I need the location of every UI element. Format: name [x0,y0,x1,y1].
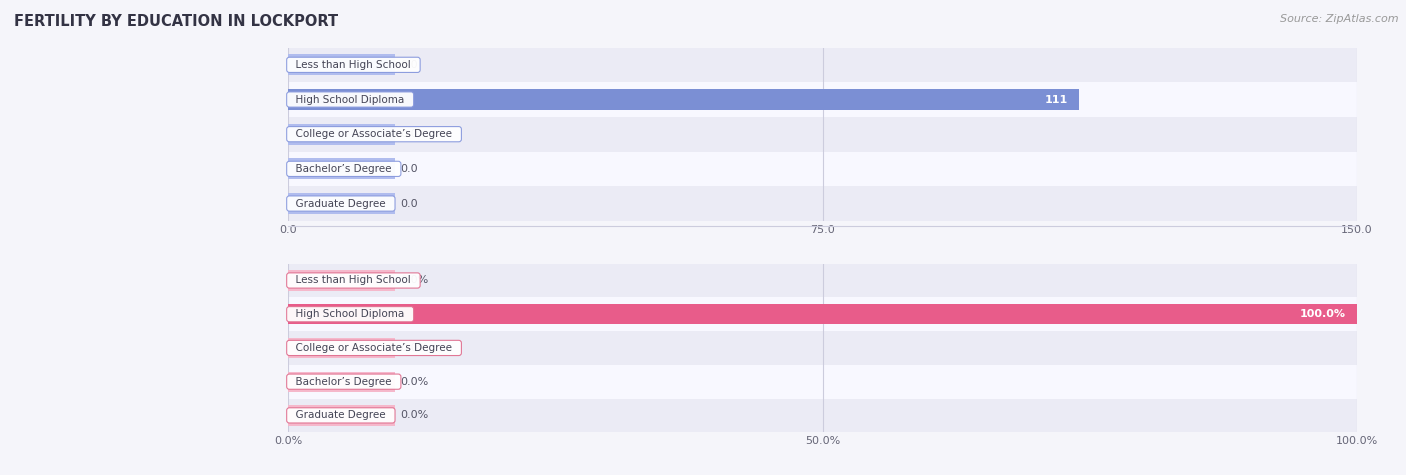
Bar [288,304,1357,324]
Text: FERTILITY BY EDUCATION IN LOCKPORT: FERTILITY BY EDUCATION IN LOCKPORT [14,14,339,29]
Bar [288,338,395,358]
Bar [288,89,1078,110]
Bar [288,48,1357,82]
Bar [288,159,395,179]
Text: 0.0%: 0.0% [401,343,429,353]
Bar [288,365,1357,399]
Bar [288,331,1357,365]
Bar [288,405,395,426]
Text: Less than High School: Less than High School [290,60,418,70]
Bar [288,193,395,214]
Bar [288,55,395,75]
Bar [288,186,1357,221]
Text: Graduate Degree: Graduate Degree [290,199,392,209]
Bar [288,399,1357,432]
Text: College or Associate’s Degree: College or Associate’s Degree [290,129,458,139]
Bar [288,371,395,392]
Text: 0.0%: 0.0% [401,410,429,420]
Text: 0.0: 0.0 [401,129,418,139]
Text: Source: ZipAtlas.com: Source: ZipAtlas.com [1281,14,1399,24]
Bar [288,264,1357,297]
Text: 0.0: 0.0 [401,199,418,209]
Text: Bachelor’s Degree: Bachelor’s Degree [290,164,398,174]
Bar [288,270,395,291]
Text: College or Associate’s Degree: College or Associate’s Degree [290,343,458,353]
Text: Graduate Degree: Graduate Degree [290,410,392,420]
Text: High School Diploma: High School Diploma [290,309,411,319]
Text: 111: 111 [1045,95,1069,104]
Bar [288,117,1357,152]
Text: High School Diploma: High School Diploma [290,95,411,104]
Text: 100.0%: 100.0% [1301,309,1346,319]
Bar [288,297,1357,331]
Text: Bachelor’s Degree: Bachelor’s Degree [290,377,398,387]
Bar [288,152,1357,186]
Text: 0.0: 0.0 [401,164,418,174]
Bar [288,82,1357,117]
Text: 0.0: 0.0 [401,60,418,70]
Text: 0.0%: 0.0% [401,276,429,285]
Text: Less than High School: Less than High School [290,276,418,285]
Text: 0.0%: 0.0% [401,377,429,387]
Bar [288,124,395,144]
